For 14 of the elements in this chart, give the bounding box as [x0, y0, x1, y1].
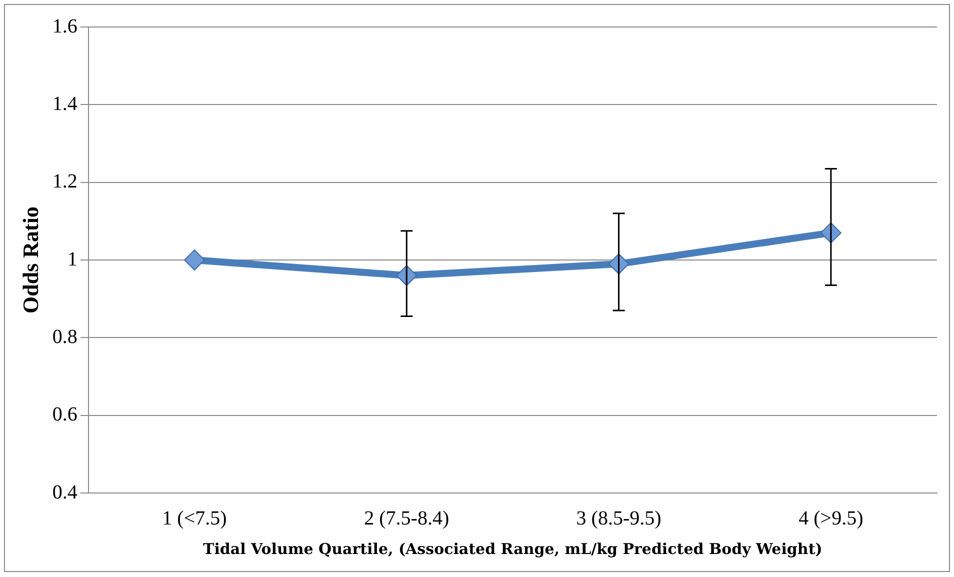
x-tick-label: 3 (8.5-9.5): [576, 507, 662, 530]
y-tick-label: 1.2: [52, 170, 78, 193]
x-tick-label: 4 (>9.5): [798, 507, 864, 530]
x-tick-label: 1 (<7.5): [162, 507, 227, 530]
y-tick-label: 0.8: [52, 326, 78, 348]
point: [184, 250, 205, 270]
y-axis-title: Odds Ratio: [18, 206, 43, 314]
y-tick-label: 1.4: [52, 92, 78, 115]
x-tick-label: 2 (7.5-8.4): [364, 507, 450, 530]
y-tick-label: 1: [67, 248, 78, 270]
x-axis-title: Tidal Volume Quartile, (Associated Range, mL/kg Predicted Body Weight): [203, 540, 822, 558]
y-tick-label: 1.6: [52, 15, 78, 38]
y-tick-label: 0.6: [52, 404, 78, 426]
y-tick-label: 0.4: [52, 481, 78, 504]
